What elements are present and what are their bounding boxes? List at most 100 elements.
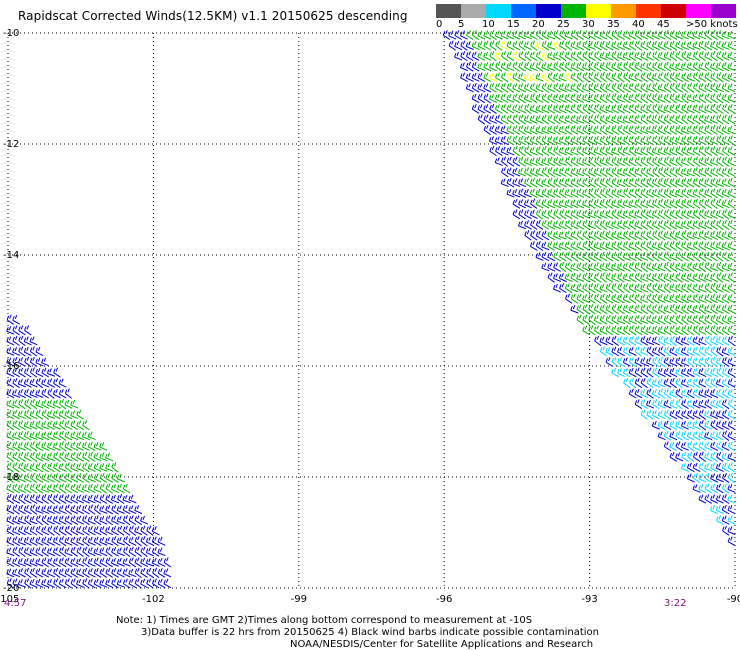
wind-barb xyxy=(512,156,521,167)
wind-barb xyxy=(675,452,684,462)
wind-barb xyxy=(693,209,701,220)
wind-barb xyxy=(692,262,701,272)
wind-barb xyxy=(675,398,683,410)
wind-barb xyxy=(570,188,579,198)
wind-barb xyxy=(477,72,486,83)
wind-barb xyxy=(727,198,736,209)
wind-barb xyxy=(640,199,649,209)
wind-barb xyxy=(657,241,666,251)
wind-barb xyxy=(675,304,684,314)
wind-barb xyxy=(628,135,637,146)
wind-barb xyxy=(599,314,608,325)
wind-barb xyxy=(582,93,591,103)
wind-barb xyxy=(529,114,538,124)
wind-barb xyxy=(53,378,61,388)
wind-barb xyxy=(657,272,666,283)
wind-barb xyxy=(587,104,596,114)
wind-barb xyxy=(686,251,695,262)
wind-barb xyxy=(657,304,666,315)
wind-barb xyxy=(675,367,684,378)
wind-barb xyxy=(564,61,573,72)
wind-barb xyxy=(605,357,614,367)
wind-barb xyxy=(558,72,567,82)
wind-barb xyxy=(12,399,21,409)
wind-barb xyxy=(721,188,730,198)
wind-barb xyxy=(564,167,573,178)
wind-barb xyxy=(23,378,32,388)
wind-barb xyxy=(663,51,672,61)
wind-barb xyxy=(681,241,689,251)
wind-barb xyxy=(698,484,707,493)
wind-barb xyxy=(646,293,654,304)
y-tick-label: -16 xyxy=(3,361,19,372)
wind-barb xyxy=(721,325,730,336)
wind-barb xyxy=(552,167,561,177)
wind-barb xyxy=(652,399,660,410)
wind-barb xyxy=(489,125,497,135)
wind-barb xyxy=(599,93,608,104)
wind-barb xyxy=(646,304,654,315)
wind-barb xyxy=(547,146,556,156)
wind-barb xyxy=(530,230,538,241)
wind-barb xyxy=(553,156,561,167)
wind-barb xyxy=(582,314,590,325)
wind-barb xyxy=(675,72,684,82)
wind-barb xyxy=(588,293,596,304)
wind-barb xyxy=(634,156,643,167)
wind-barb xyxy=(570,30,579,41)
wind-barb xyxy=(675,241,683,251)
wind-barb xyxy=(163,578,172,589)
wind-barb xyxy=(629,219,637,230)
wind-barb xyxy=(686,431,695,441)
wind-barb xyxy=(687,388,695,399)
wind-barb xyxy=(483,62,492,72)
wind-barb xyxy=(116,473,125,483)
wind-barb xyxy=(541,72,550,83)
wind-barb xyxy=(663,61,672,72)
wind-barb xyxy=(715,410,724,419)
wind-barb xyxy=(489,146,497,157)
wind-barb xyxy=(721,315,730,325)
wind-barb xyxy=(634,51,643,61)
wind-barb xyxy=(710,304,718,315)
wind-barb xyxy=(687,441,695,452)
wind-barb xyxy=(605,146,614,156)
wind-barb xyxy=(483,124,491,136)
wind-barb xyxy=(552,136,562,145)
wind-barb xyxy=(698,251,707,262)
y-tick-label: -12 xyxy=(3,139,19,150)
wind-barb xyxy=(535,252,544,261)
wind-barb xyxy=(605,93,614,104)
wind-barb xyxy=(646,377,654,389)
wind-barb xyxy=(686,104,695,114)
wind-barb xyxy=(553,125,561,135)
wind-barb xyxy=(704,72,712,83)
wind-barb xyxy=(617,357,625,367)
wind-barb xyxy=(657,62,666,72)
wind-barb xyxy=(663,336,672,346)
wind-barb xyxy=(634,93,643,104)
wind-barb xyxy=(640,346,649,356)
wind-barb xyxy=(681,209,689,220)
wind-barb xyxy=(564,262,573,273)
wind-barb xyxy=(692,30,701,40)
wind-barb xyxy=(547,125,556,135)
wind-barb xyxy=(593,167,602,177)
wind-barb xyxy=(663,314,672,325)
wind-barb xyxy=(628,156,637,167)
wind-barb xyxy=(657,262,666,272)
wind-barb xyxy=(587,220,596,230)
wind-barb xyxy=(547,114,555,125)
wind-barb xyxy=(657,125,666,135)
wind-barb xyxy=(710,103,718,114)
wind-barb xyxy=(593,283,602,293)
wind-barb xyxy=(599,30,608,40)
wind-barb xyxy=(628,335,637,346)
wind-barb xyxy=(692,146,701,156)
wind-barb xyxy=(716,135,724,146)
wind-barb xyxy=(716,367,724,378)
wind-barb xyxy=(605,72,614,83)
wind-barb xyxy=(704,167,712,178)
wind-barb xyxy=(12,409,20,420)
wind-barb xyxy=(576,304,585,315)
